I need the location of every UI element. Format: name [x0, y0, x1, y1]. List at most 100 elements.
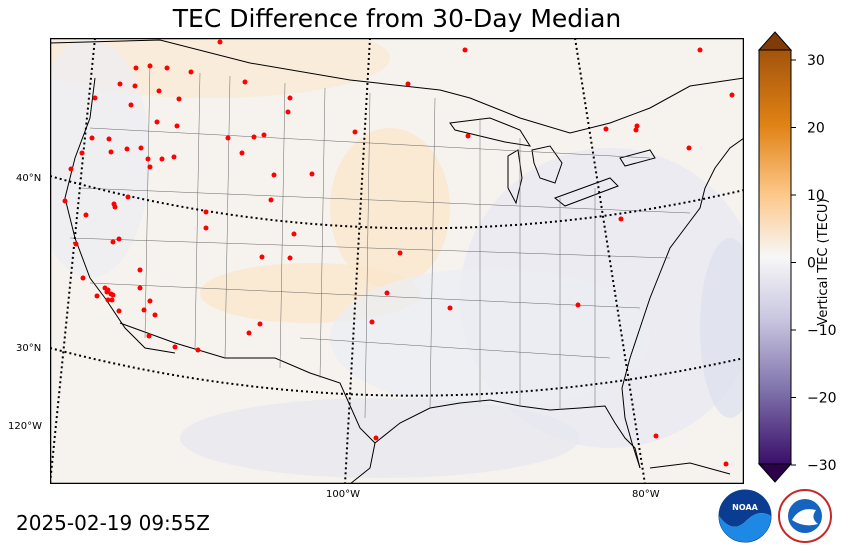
station-marker [723, 461, 729, 467]
station-marker [108, 291, 114, 297]
station-marker [697, 47, 703, 53]
station-marker [172, 344, 178, 350]
station-marker [259, 254, 265, 260]
station-marker [80, 275, 86, 281]
station-marker [147, 63, 153, 69]
lake-superior [449, 117, 532, 147]
timestamp: 2025-02-19 09:55Z [16, 511, 210, 535]
station-marker [176, 96, 182, 102]
station-marker [251, 134, 257, 140]
station-marker [154, 119, 160, 125]
station-marker [83, 212, 89, 218]
station-marker [137, 285, 143, 291]
station-marker [268, 197, 274, 203]
lon-label-120w: 120°W [8, 421, 42, 432]
station-marker [203, 225, 209, 231]
lon-label-80w: 80°W [632, 489, 660, 500]
station-marker [164, 65, 170, 71]
station-marker [291, 231, 297, 237]
station-marker [618, 216, 624, 222]
agency-logos: NOAA [718, 489, 832, 543]
lake-ontario [619, 149, 656, 167]
station-marker [110, 239, 116, 245]
station-marker [633, 127, 639, 133]
station-marker [147, 298, 153, 304]
colorbar: 30 20 10 0 −10 −20 −30 Vertical TEC (TECU) [757, 31, 837, 483]
colorbar-tick-label: −30 [807, 458, 837, 474]
station-marker [225, 135, 231, 141]
colorbar-ticks: 30 20 10 0 −10 −20 −30 [791, 53, 837, 474]
station-marker [152, 312, 158, 318]
station-marker [159, 156, 165, 162]
station-marker [106, 136, 112, 142]
state-borders [69, 62, 691, 419]
station-markers [62, 39, 735, 467]
map-frame [50, 38, 744, 484]
station-marker [462, 47, 468, 53]
station-marker [109, 297, 115, 303]
station-marker [373, 435, 379, 441]
station-marker [242, 79, 248, 85]
station-marker [141, 307, 147, 313]
canada-border [50, 39, 744, 134]
station-marker [465, 133, 471, 139]
station-marker [729, 92, 735, 98]
station-marker [94, 293, 100, 299]
colorbar-tick-label: 20 [807, 121, 825, 137]
station-marker [369, 319, 375, 325]
station-marker [133, 65, 139, 71]
station-marker [195, 347, 201, 353]
nws-logo [778, 489, 832, 543]
station-marker [128, 102, 134, 108]
station-marker [117, 81, 123, 87]
station-marker [271, 172, 277, 178]
station-marker [287, 255, 293, 261]
station-marker [261, 132, 267, 138]
positive-anomaly-plains [330, 128, 450, 288]
tec-map [50, 38, 744, 484]
graticule [50, 38, 744, 484]
station-marker [174, 123, 180, 129]
negative-anomaly-pacific [50, 38, 150, 278]
station-marker [105, 297, 111, 303]
colorbar-min-arrow [757, 463, 793, 483]
station-marker [156, 88, 162, 94]
station-marker [89, 135, 95, 141]
station-marker [116, 236, 122, 242]
negative-anomaly-central [330, 268, 650, 408]
colorbar-tick-label: 0 [807, 256, 816, 272]
station-marker [686, 145, 692, 151]
station-marker [397, 250, 403, 256]
station-marker [246, 330, 252, 336]
lat-label-30n: 30°N [16, 343, 42, 354]
station-marker [257, 321, 263, 327]
station-marker [146, 333, 152, 339]
station-marker [73, 241, 79, 247]
svg-text:NOAA: NOAA [732, 503, 758, 512]
station-marker [124, 146, 130, 152]
station-marker [239, 150, 245, 156]
station-marker [634, 123, 640, 129]
colorbar-max-arrow [757, 31, 793, 51]
noaa-logo: NOAA [718, 489, 772, 543]
station-marker [575, 302, 581, 308]
station-marker [62, 198, 68, 204]
station-marker [171, 154, 177, 160]
lat-label-40n: 40°N [16, 173, 42, 184]
east-coastline [621, 137, 744, 469]
station-marker [603, 126, 609, 132]
lake-erie [553, 177, 619, 207]
colorbar-tick-label: −20 [807, 391, 837, 407]
station-marker [405, 81, 411, 87]
map-title: TEC Difference from 30-Day Median [172, 4, 622, 33]
station-marker [147, 164, 153, 170]
station-marker [132, 83, 138, 89]
station-marker [217, 39, 223, 45]
station-marker [116, 308, 122, 314]
colorbar-gradient [758, 49, 792, 465]
station-marker [285, 109, 291, 115]
station-marker [352, 129, 358, 135]
station-marker [92, 95, 98, 101]
station-marker [111, 201, 117, 207]
station-marker [108, 149, 114, 155]
